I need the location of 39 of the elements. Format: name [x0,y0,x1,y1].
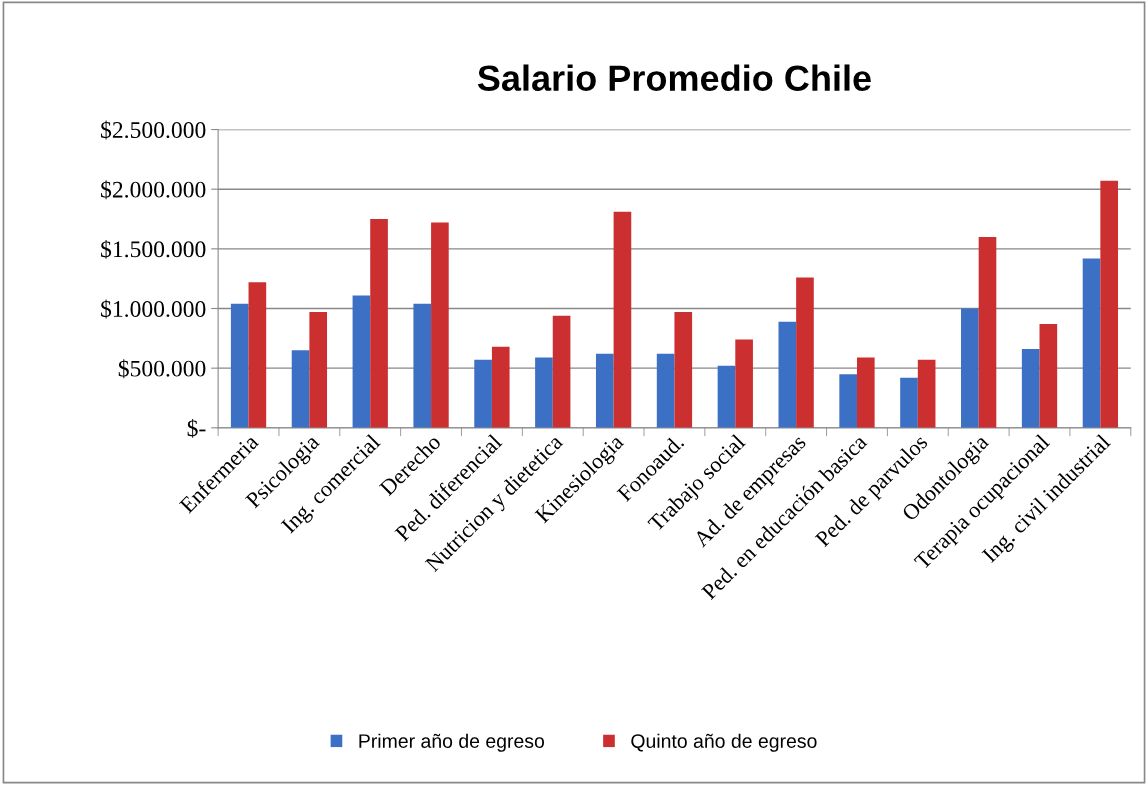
bar [552,315,571,428]
bar [309,312,328,428]
bar [230,303,249,428]
bar [917,359,936,428]
bar [474,359,492,428]
bar [717,365,736,428]
bar [535,357,553,428]
bar [595,353,614,428]
bar [291,350,310,428]
bar [796,277,814,428]
bar [674,312,693,428]
y-tick-label: $2.000.000 [101,180,206,200]
bar [900,377,918,428]
bar [491,346,510,428]
bar [613,211,632,428]
y-tick-label: $2.500.000 [101,120,206,140]
y-tick-label: $- [187,418,206,438]
bar [856,357,875,428]
legend-label: Primer año de egreso [359,733,545,752]
bar [1039,324,1058,428]
bar [352,295,371,428]
y-tick-label: $1.500.000 [101,239,206,259]
bar [961,308,979,428]
bar [735,339,753,428]
bar [248,282,267,428]
y-tick-label: $500.000 [118,359,206,379]
bar [978,236,997,428]
bar [839,374,857,428]
bar [431,222,449,428]
bar [413,303,432,428]
bar [1082,258,1101,428]
bar [778,321,797,428]
legend-label: Quinto año de egreso [631,733,817,752]
y-tick-label: $1.000.000 [101,299,206,319]
bar [370,219,388,428]
bar [1100,180,1118,428]
bar [656,353,675,428]
bar [1021,349,1040,428]
chart-title: Salario Promedio Chile [477,64,871,91]
